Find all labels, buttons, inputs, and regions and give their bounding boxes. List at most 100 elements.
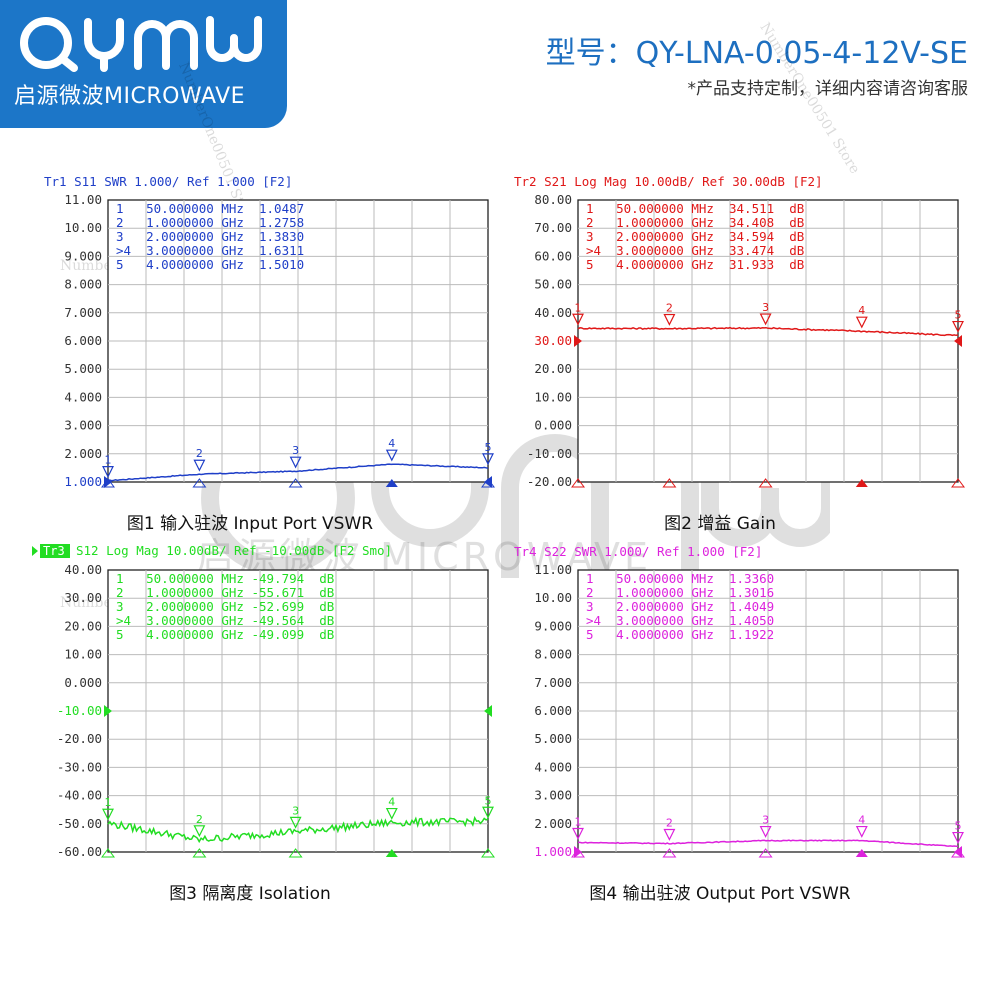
- trace-header: Tr4 S22 SWR 1.000/ Ref 1.000 [F2]: [514, 544, 762, 559]
- chart-caption: 图3 隔离度 Isolation: [169, 884, 331, 904]
- marker-readout: 2 1.0000000 GHz -55.671 dB: [116, 585, 334, 600]
- input-vswr-chart: Tr1 S11 SWR 1.000/ Ref 1.000 [F2] 11.00 10…: [44, 174, 495, 489]
- y-tick-label: 2.000: [534, 816, 572, 831]
- marker-label: 4: [858, 304, 865, 317]
- marker-label: 2: [196, 813, 203, 826]
- marker-readout: 5 4.0000000 GHz 31.933 dB: [586, 257, 804, 272]
- marker-triangle-icon: [572, 313, 584, 326]
- marker-stimulus-icon: [571, 478, 585, 488]
- ref-right-icon: [954, 335, 962, 347]
- marker-stimulus-icon: [101, 478, 115, 488]
- y-tick-label: 4.000: [534, 759, 572, 774]
- chart-caption: 图2 增益 Gain: [664, 514, 776, 534]
- y-tick-label: 4.000: [64, 389, 102, 404]
- trace-header: S12 Log Mag 10.00dB/ Ref -10.00dB [F2 Sm…: [76, 543, 392, 558]
- marker-stimulus-icon: [758, 478, 773, 488]
- y-tick-label: 10.00: [534, 590, 572, 605]
- ref-left-icon: [574, 846, 582, 858]
- y-tick-label: 6.000: [534, 703, 572, 718]
- marker-readout: >4 3.0000000 GHz 33.474 dB: [586, 243, 804, 258]
- active-marker-icon: [385, 849, 398, 857]
- y-tick-label: 7.000: [534, 675, 572, 690]
- trace-line: [578, 839, 959, 848]
- marker-stimulus-icon: [288, 848, 303, 858]
- marker-triangle-icon: [952, 320, 964, 333]
- marker-label: 2: [666, 816, 673, 829]
- marker-stimulus-icon: [571, 848, 585, 858]
- marker-triangle-icon: [102, 808, 114, 821]
- marker-readout: 3 2.0000000 GHz -52.699 dB: [116, 599, 334, 614]
- marker-readout: 3 2.0000000 GHz 1.4049: [586, 599, 774, 614]
- customization-note: *产品支持定制，详细内容请咨询客服: [687, 79, 969, 99]
- isolation-chart: Tr3 S12 Log Mag 10.00dB/ Ref -10.00dB [F2…: [32, 543, 495, 859]
- marker-triangle-icon: [855, 825, 868, 838]
- marker-readout: 2 1.0000000 GHz 1.2758: [116, 215, 304, 230]
- active-trace-icon: [32, 546, 38, 556]
- marker-stimulus-icon: [101, 848, 115, 858]
- marker-label: 1: [105, 796, 112, 809]
- y-tick-label: 0.000: [64, 675, 102, 690]
- y-tick-label: -10.00: [527, 446, 572, 461]
- chart-panel-2: Tr2 S21 Log Mag 10.00dB/ Ref 30.00dB [F2…: [470, 170, 970, 550]
- y-tick-label: -20.00: [57, 731, 102, 746]
- active-marker-icon: [385, 479, 398, 487]
- marker-triangle-icon: [482, 806, 494, 819]
- y-tick-label: 10.00: [534, 389, 572, 404]
- marker-label: 3: [762, 814, 769, 827]
- y-tick-label: 7.000: [64, 305, 102, 320]
- model-title: 型号：QY-LNA-0.05-4-12V-SE: [545, 36, 968, 71]
- y-tick-label: 11.00: [534, 562, 572, 577]
- marker-label: 2: [666, 302, 673, 315]
- marker-label: 5: [485, 441, 492, 454]
- y-tick-label: 3.000: [64, 418, 102, 433]
- marker-triangle-icon: [663, 313, 676, 326]
- marker-stimulus-icon: [481, 478, 495, 488]
- marker-readout: 2 1.0000000 GHz 34.408 dB: [586, 215, 804, 230]
- trace-label: Tr3: [43, 544, 65, 558]
- marker-triangle-icon: [952, 831, 964, 844]
- y-tick-label: 20.00: [534, 361, 572, 376]
- y-tick-label: 5.000: [64, 361, 102, 376]
- marker-triangle-icon: [193, 459, 206, 472]
- y-tick-label: 0.000: [534, 418, 572, 433]
- trace-header: Tr1 S11 SWR 1.000/ Ref 1.000 [F2]: [44, 174, 292, 189]
- chart-panel-3: Tr3 S12 Log Mag 10.00dB/ Ref -10.00dB [F2…: [0, 540, 500, 920]
- marker-label: 5: [485, 794, 492, 807]
- y-tick-label: -60.00: [57, 844, 102, 859]
- marker-triangle-icon: [289, 816, 302, 829]
- marker-stimulus-icon: [288, 478, 303, 488]
- marker-stimulus-icon: [951, 478, 965, 488]
- marker-label: 4: [388, 437, 395, 450]
- marker-readout: 1 50.000000 MHz 1.0487: [116, 201, 304, 216]
- chart-panel-1: Tr1 S11 SWR 1.000/ Ref 1.000 [F2] 11.00 10…: [0, 170, 500, 550]
- y-tick-label: -10.00: [57, 703, 102, 718]
- y-tick-label: 10.00: [64, 647, 102, 662]
- marker-triangle-icon: [759, 313, 772, 326]
- marker-triangle-icon: [482, 453, 494, 466]
- marker-readout: 5 4.0000000 GHz -49.099 dB: [116, 627, 334, 642]
- trace-line: [107, 463, 489, 482]
- marker-readout: 5 4.0000000 GHz 1.1922: [586, 627, 774, 642]
- marker-readout: 1 50.000000 MHz -49.794 dB: [116, 571, 334, 586]
- y-tick-label: 40.00: [534, 305, 572, 320]
- marker-readout: 2 1.0000000 GHz 1.3016: [586, 585, 774, 600]
- trace-badge: [40, 544, 70, 558]
- y-tick-label: 40.00: [64, 562, 102, 577]
- brand-logo-block: 启源微波MICROWAVE: [0, 0, 287, 128]
- y-tick-label: -40.00: [57, 788, 102, 803]
- output-vswr-chart: Tr4 S22 SWR 1.000/ Ref 1.000 [F2] 11.00 10…: [514, 544, 965, 859]
- brand-subtitle: 启源微波MICROWAVE: [14, 84, 246, 109]
- marker-label: 3: [292, 804, 299, 817]
- marker-label: 1: [575, 301, 582, 314]
- marker-label: 2: [196, 447, 203, 460]
- ref-right-icon: [954, 846, 962, 858]
- chart-caption: 图4 输出驻波 Output Port VSWR: [589, 884, 851, 904]
- marker-triangle-icon: [855, 316, 868, 329]
- chart-panel-4: Tr4 S22 SWR 1.000/ Ref 1.000 [F2] 11.00 10…: [470, 540, 970, 920]
- marker-stimulus-icon: [951, 848, 965, 858]
- y-tick-label: 20.00: [64, 618, 102, 633]
- marker-readout: 5 4.0000000 GHz 1.5010: [116, 257, 304, 272]
- y-tick-label: -30.00: [57, 759, 102, 774]
- y-tick-label: 2.000: [64, 446, 102, 461]
- ref-left-icon: [574, 335, 582, 347]
